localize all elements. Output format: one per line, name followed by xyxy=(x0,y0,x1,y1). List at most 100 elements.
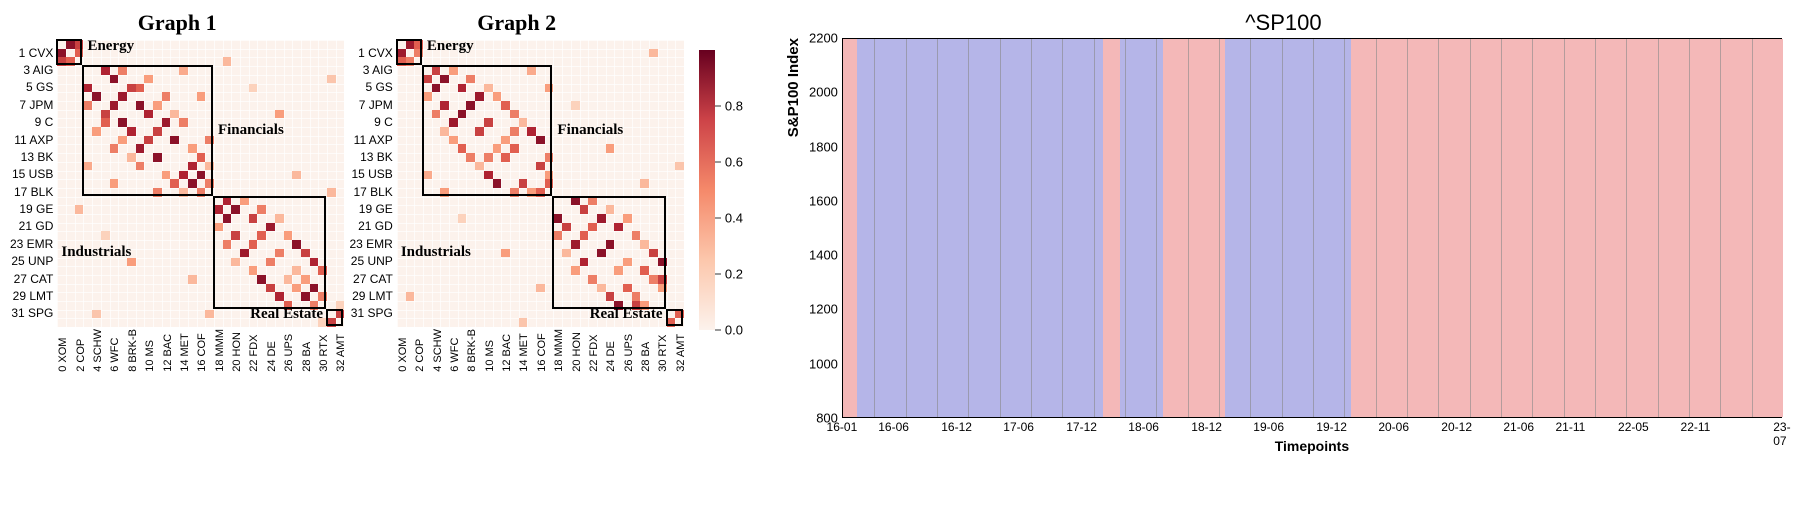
graph1-panel: Graph 1 1 CVX3 AIG5 GS7 JPM9 C11 AXP13 B… xyxy=(10,10,344,374)
heatmap-cell xyxy=(606,144,615,153)
heatmap-cell xyxy=(440,101,449,110)
regime-band xyxy=(1103,39,1120,417)
heatmap-cell xyxy=(449,118,458,127)
heatmap-cell xyxy=(92,310,101,319)
graph2-ylabels: 1 CVX3 AIG5 GS7 JPM9 C11 AXP13 BK15 USB1… xyxy=(349,40,396,327)
regime-band xyxy=(857,39,1103,417)
heatmap-cell xyxy=(153,153,162,162)
heatmap-cell xyxy=(458,84,467,93)
heatmap-cell xyxy=(475,92,484,101)
linechart-ytick: 2200 xyxy=(809,31,838,46)
linechart-xticks: 16-0116-0616-1217-0617-1218-0618-1219-06… xyxy=(842,418,1782,438)
heatmap-cell xyxy=(614,266,623,275)
graph2-heatmap: EnergyFinancialsIndustrialsReal Estate xyxy=(397,40,684,327)
linechart-plot xyxy=(842,38,1782,418)
heatmap-cell xyxy=(257,205,266,214)
heatmap-cell xyxy=(127,258,136,267)
heatmap-cell xyxy=(257,231,266,240)
heatmap-cell xyxy=(675,162,684,171)
linechart-xtick: 22-05 xyxy=(1618,420,1649,434)
heatmap-cell xyxy=(667,318,676,327)
heatmap-cell xyxy=(83,84,92,93)
heatmap-cell xyxy=(179,188,188,197)
colorbar-ticks: 0.00.20.40.60.8 xyxy=(715,50,760,330)
heatmap-cell xyxy=(623,284,632,293)
heatmap-cell xyxy=(336,301,345,310)
heatmap-cell xyxy=(136,162,145,171)
heatmap-cell xyxy=(179,66,188,75)
heatmap-cell xyxy=(527,127,536,136)
heatmap-cell xyxy=(432,110,441,119)
graph2-panel: Graph 2 1 CVX3 AIG5 GS7 JPM9 C11 AXP13 B… xyxy=(349,10,683,374)
heatmap-cell xyxy=(440,127,449,136)
heatmap-cell xyxy=(301,249,310,258)
heatmap-cell xyxy=(458,144,467,153)
heatmap-cell xyxy=(231,231,240,240)
heatmap-cell xyxy=(327,75,336,84)
gridline xyxy=(1720,39,1721,417)
graph1-xlabels: 0 XOM2 COP4 SCHW6 WFC8 BRK-B10 MS12 BAC1… xyxy=(57,329,344,374)
heatmap-cell xyxy=(597,214,606,223)
heatmap-cell xyxy=(205,162,214,171)
heatmap-cell xyxy=(57,57,66,66)
linechart-ytick: 1400 xyxy=(809,248,838,263)
heatmap-cell xyxy=(632,292,641,301)
heatmap-cell xyxy=(658,258,667,267)
graph1-title: Graph 1 xyxy=(10,10,344,36)
heatmap-cell xyxy=(519,318,528,327)
heatmap-cell xyxy=(188,275,197,284)
gridline xyxy=(1407,39,1408,417)
linechart-xtick: 19-06 xyxy=(1253,420,1284,434)
linechart-ytick: 1600 xyxy=(809,193,838,208)
heatmap-cell xyxy=(606,205,615,214)
colorbar-tick: 0.6 xyxy=(715,155,743,170)
graph1-heatmap: EnergyFinancialsIndustrialsReal Estate xyxy=(57,40,344,327)
heatmap-cell xyxy=(188,162,197,171)
heatmap-cell xyxy=(466,75,475,84)
heatmap-cell xyxy=(475,127,484,136)
heatmap-cell xyxy=(623,258,632,267)
linechart-xtick: 18-12 xyxy=(1191,420,1222,434)
linechart-xtick: 16-06 xyxy=(878,420,909,434)
gridline xyxy=(1188,39,1189,417)
heatmap-cell xyxy=(83,162,92,171)
heatmap-cell xyxy=(475,162,484,171)
heatmap-cell xyxy=(249,84,258,93)
heatmap-cell xyxy=(536,284,545,293)
heatmap-cell xyxy=(118,118,127,127)
linechart-xtick: 20-06 xyxy=(1378,420,1409,434)
linechart-xtick: 22-11 xyxy=(1681,420,1711,434)
heatmap-cell xyxy=(336,310,345,319)
heatmap-cell xyxy=(162,92,171,101)
heatmap-cell xyxy=(423,92,432,101)
gridline xyxy=(1689,39,1690,417)
heatmap-cell xyxy=(205,179,214,188)
gridline xyxy=(1344,39,1345,417)
linechart-xtick: 17-12 xyxy=(1066,420,1097,434)
heatmap-cell xyxy=(501,101,510,110)
heatmap-cell xyxy=(449,136,458,145)
heatmap-cell xyxy=(406,57,415,66)
heatmap-cell xyxy=(432,66,441,75)
linechart-xtick: 21-11 xyxy=(1556,420,1586,434)
graph2-title: Graph 2 xyxy=(349,10,683,36)
heatmap-cell xyxy=(649,49,658,58)
heatmap-cell xyxy=(275,249,284,258)
heatmap-cell xyxy=(614,301,623,310)
heatmap-cell xyxy=(231,205,240,214)
gridline xyxy=(1752,39,1753,417)
gridline xyxy=(1470,39,1471,417)
heatmap-cell xyxy=(632,301,641,310)
heatmap-cell xyxy=(580,258,589,267)
heatmap-cell xyxy=(179,118,188,127)
heatmap-cell xyxy=(318,318,327,327)
linechart-ytick: 1800 xyxy=(809,139,838,154)
heatmap-cell xyxy=(153,127,162,136)
linechart-yticks: 8001000120014001600180020002200 xyxy=(802,38,842,418)
colorbar-gradient xyxy=(699,50,715,330)
colorbar-tick: 0.0 xyxy=(715,323,743,338)
heatmap-cell xyxy=(623,214,632,223)
heatmap-cell xyxy=(231,258,240,267)
heatmap-cell xyxy=(257,275,266,284)
heatmap-cell xyxy=(214,205,223,214)
